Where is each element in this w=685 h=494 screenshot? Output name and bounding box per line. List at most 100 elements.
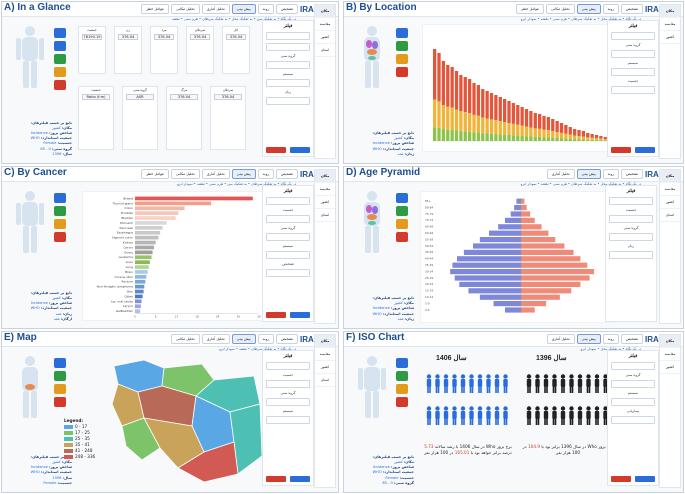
- system-select[interactable]: [266, 416, 310, 424]
- filter-select[interactable]: [611, 362, 655, 370]
- filter-icon[interactable]: [396, 28, 408, 38]
- excel-icon[interactable]: [396, 41, 408, 51]
- filter-select[interactable]: [611, 32, 655, 40]
- tab-trend[interactable]: روند: [602, 4, 619, 14]
- image-icon[interactable]: [54, 67, 66, 77]
- pdf-icon[interactable]: [54, 80, 66, 90]
- tab-prediction[interactable]: پیش بینی: [231, 334, 256, 344]
- excel-icon[interactable]: [396, 206, 408, 216]
- pdf-icon[interactable]: [396, 397, 408, 407]
- age-range-slider[interactable]: [266, 398, 310, 406]
- tab-diagnosis[interactable]: تشخیص: [275, 4, 298, 14]
- pdf-icon[interactable]: [396, 232, 408, 242]
- tab-prediction[interactable]: پیش بینی: [576, 4, 601, 14]
- tab-diagnosis[interactable]: تشخیص: [620, 334, 643, 344]
- reset-button[interactable]: [266, 312, 286, 318]
- menu-compare[interactable]: مقایسه: [315, 18, 335, 31]
- tab-prediction[interactable]: پیش بینی: [576, 169, 601, 179]
- tab-statistical-analysis[interactable]: تحلیل آماری: [201, 334, 230, 344]
- image-icon[interactable]: [396, 384, 408, 394]
- tab-statistical-analysis[interactable]: تحلیل آماری: [201, 4, 230, 14]
- tab-diagnosis[interactable]: تشخیص: [620, 169, 643, 179]
- menu-country[interactable]: کشور: [660, 196, 680, 209]
- filter-icon[interactable]: [54, 358, 66, 368]
- menu-province[interactable]: استان: [315, 209, 335, 222]
- gender-select[interactable]: [266, 215, 310, 223]
- tab-spatial-analysis[interactable]: تحلیل مکانی: [171, 334, 200, 344]
- filter-select[interactable]: [609, 197, 653, 205]
- age-range-slider[interactable]: [611, 380, 655, 388]
- excel-icon[interactable]: [396, 371, 408, 381]
- breadcrumb[interactable]: در یک نگاه • به تفکیک محل • به تفکیک سرط…: [520, 17, 641, 21]
- menu-province[interactable]: استان: [315, 374, 335, 387]
- tab-risk-factors[interactable]: عوامل خطر: [141, 169, 170, 179]
- filter-icon[interactable]: [396, 358, 408, 368]
- excel-icon[interactable]: [54, 206, 66, 216]
- tab-diagnosis[interactable]: تشخیص: [275, 334, 298, 344]
- menu-compare[interactable]: مقایسه: [315, 183, 335, 196]
- reset-button[interactable]: [611, 147, 631, 153]
- system-select[interactable]: [266, 79, 310, 87]
- apply-button[interactable]: [290, 476, 310, 482]
- filter-select[interactable]: [266, 197, 310, 205]
- menu-country[interactable]: کشور: [315, 31, 335, 44]
- reset-button[interactable]: [611, 476, 631, 482]
- tab-spatial-analysis[interactable]: تحلیل مکانی: [171, 4, 200, 14]
- filter-icon[interactable]: [54, 28, 66, 38]
- menu-province[interactable]: استان: [660, 209, 680, 222]
- filter-icon[interactable]: [396, 193, 408, 203]
- screening-select[interactable]: [611, 416, 655, 424]
- tab-prediction[interactable]: پیش بینی: [231, 4, 256, 14]
- breadcrumb[interactable]: در یک نگاه • به تفکیک محل • نمودار ایزو: [580, 347, 641, 351]
- menu-compare[interactable]: مقایسه: [660, 18, 680, 31]
- pdf-icon[interactable]: [54, 397, 66, 407]
- gender-select[interactable]: [611, 86, 655, 94]
- age-range-slider[interactable]: [266, 233, 310, 241]
- apply-button[interactable]: [290, 312, 310, 318]
- menu-compare[interactable]: مقایسه: [660, 348, 680, 361]
- age-range-slider[interactable]: [609, 233, 653, 241]
- tab-trend[interactable]: روند: [602, 169, 619, 179]
- tab-prediction[interactable]: پیش بینی: [231, 169, 256, 179]
- tab-trend[interactable]: روند: [602, 334, 619, 344]
- system-select[interactable]: [266, 251, 310, 259]
- language-select[interactable]: [266, 97, 310, 105]
- gender-select[interactable]: [266, 380, 310, 388]
- menu-country[interactable]: کشور: [315, 196, 335, 209]
- menu-country[interactable]: کشور: [315, 361, 335, 374]
- filter-select[interactable]: [266, 43, 310, 51]
- apply-button[interactable]: [635, 476, 655, 482]
- tab-risk-factors[interactable]: عوامل خطر: [516, 4, 545, 14]
- tab-prediction[interactable]: پیش بینی: [576, 334, 601, 344]
- apply-button[interactable]: [635, 147, 655, 153]
- tab-risk-factors[interactable]: عوامل خطر: [141, 4, 170, 14]
- menu-compare[interactable]: مقایسه: [315, 348, 335, 361]
- tab-spatial-analysis[interactable]: تحلیل مکانی: [171, 169, 200, 179]
- tab-trend[interactable]: روند: [257, 169, 274, 179]
- breadcrumb[interactable]: در یک نگاه • به تفکیک محل • به تفکیک سرط…: [520, 182, 641, 186]
- language-select[interactable]: [609, 251, 653, 259]
- breadcrumb[interactable]: در یک نگاه • به تفکیک سن • به تفکیک محل …: [171, 17, 296, 21]
- menu-province[interactable]: استان: [315, 44, 335, 57]
- pdf-icon[interactable]: [396, 67, 408, 77]
- menu-country[interactable]: کشور: [660, 31, 680, 44]
- image-icon[interactable]: [54, 384, 66, 394]
- reset-button[interactable]: [266, 147, 286, 153]
- system-select[interactable]: [611, 398, 655, 406]
- image-icon[interactable]: [396, 219, 408, 229]
- gender-select[interactable]: [609, 215, 653, 223]
- filter-icon[interactable]: [54, 193, 66, 203]
- pdf-icon[interactable]: [54, 232, 66, 242]
- age-range-slider[interactable]: [611, 50, 655, 58]
- tab-spatial-analysis[interactable]: تحلیل مکانی: [546, 4, 575, 14]
- filter-select[interactable]: [266, 32, 310, 40]
- image-icon[interactable]: [54, 219, 66, 229]
- download-icon[interactable]: [54, 41, 66, 51]
- breadcrumb[interactable]: در یک نگاه • به تفکیک سرطان • به تفکیک س…: [176, 182, 296, 186]
- tab-diagnosis[interactable]: تشخیص: [275, 169, 298, 179]
- excel-icon[interactable]: [54, 54, 66, 64]
- reset-button[interactable]: [266, 476, 286, 482]
- tab-trend[interactable]: روند: [257, 4, 274, 14]
- menu-compare[interactable]: مقایسه: [660, 183, 680, 196]
- tab-diagnosis[interactable]: تشخیص: [620, 4, 643, 14]
